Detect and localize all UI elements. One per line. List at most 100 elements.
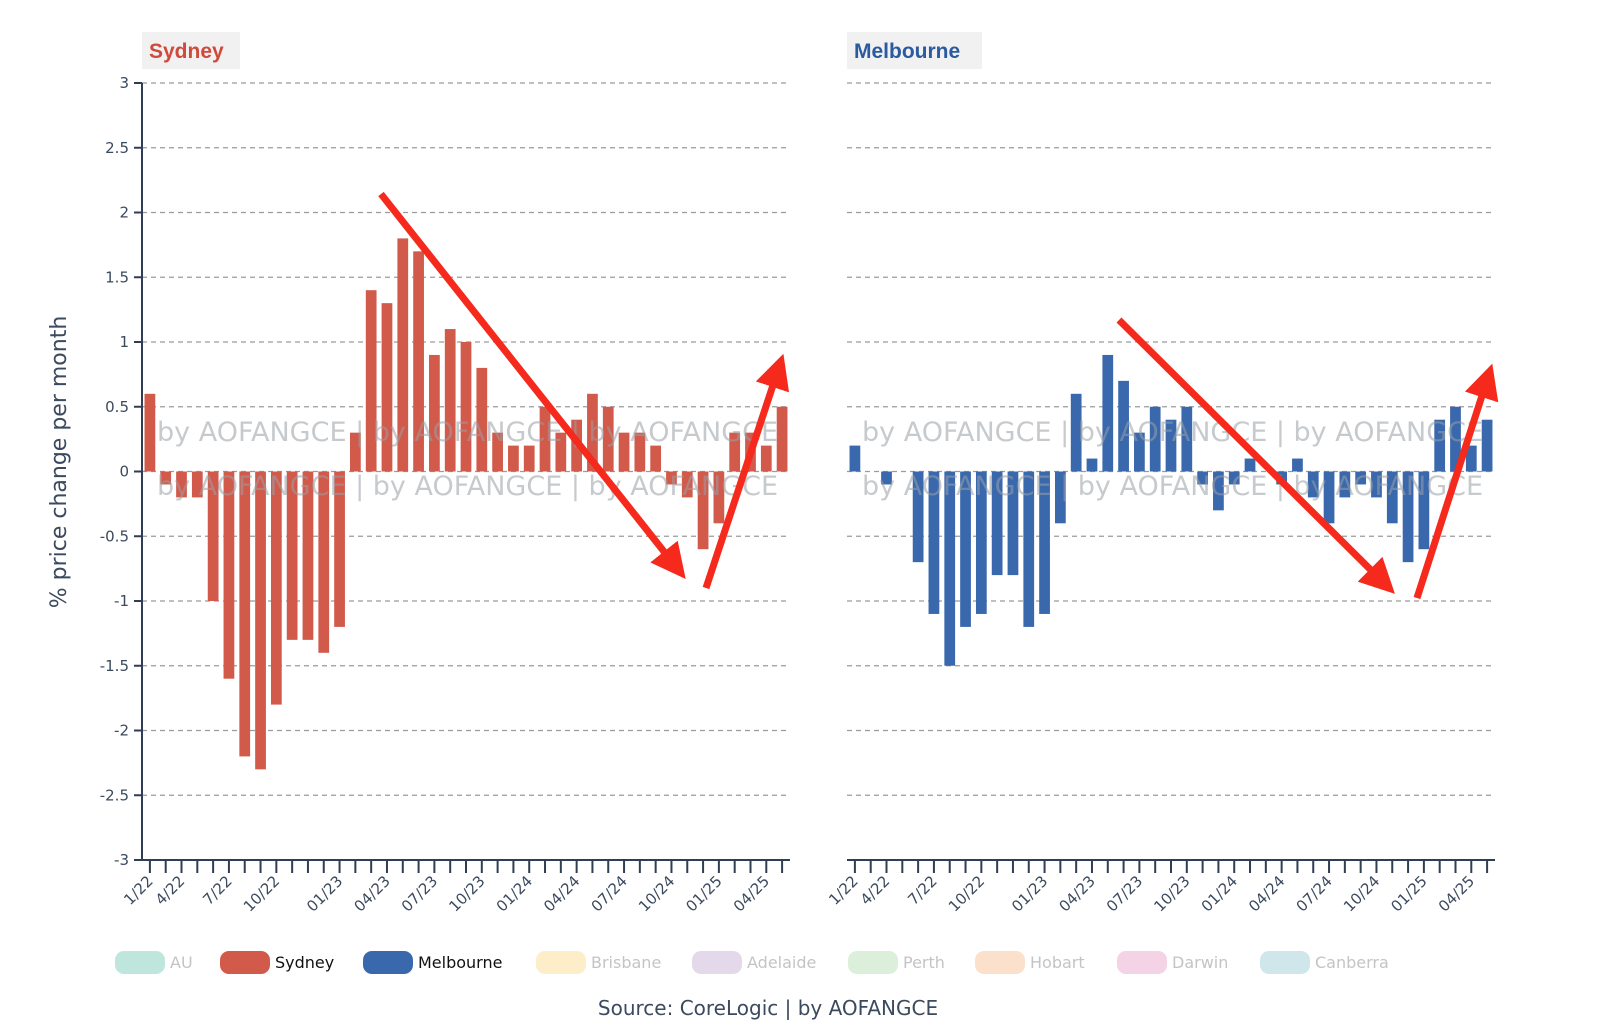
bar xyxy=(1292,458,1303,472)
bar xyxy=(413,251,424,472)
y-tick-label: 3 xyxy=(119,74,129,92)
legend-swatch xyxy=(363,951,413,974)
legend-label: AU xyxy=(170,953,193,972)
bar xyxy=(176,471,187,498)
legend-item[interactable]: Adelaide xyxy=(692,951,816,974)
bar xyxy=(302,471,314,640)
legend-item[interactable]: Canberra xyxy=(1260,951,1389,974)
bar xyxy=(444,329,456,472)
legend-label: Brisbane xyxy=(591,953,661,972)
watermark-line-1: by AOFANGCE | by AOFANGCE | by AOFANGCE xyxy=(862,417,1483,448)
bar xyxy=(1213,471,1224,511)
arrow-up-sydney xyxy=(702,353,790,590)
y-tick-label: -1 xyxy=(114,592,129,610)
bar xyxy=(1465,445,1477,472)
bar xyxy=(1039,471,1050,614)
bar xyxy=(1323,471,1335,524)
bar xyxy=(523,445,535,472)
bar xyxy=(223,471,235,679)
arrow-down-sydney xyxy=(378,191,686,579)
bar xyxy=(1197,471,1208,485)
bar xyxy=(912,471,924,563)
bar xyxy=(1165,419,1177,472)
arrow-down-melbourne xyxy=(1116,317,1395,594)
x-tick-label: 10/23 xyxy=(445,872,488,915)
x-axis: 1/224/22 7/22 10/22 01/23 04/23 07/23 10/23 01/… xyxy=(825,859,1495,915)
legend-swatch xyxy=(848,951,898,974)
legend-item[interactable]: Sydney xyxy=(220,951,334,974)
x-tick-label: 07/24 xyxy=(1293,872,1336,915)
watermark-group: by AOFANGCE | by AOFANGCE | by AOFANGCE … xyxy=(157,417,778,502)
bar xyxy=(381,303,393,472)
y-tick-label: 0.5 xyxy=(105,398,129,416)
x-tick-label: 1/22 xyxy=(825,872,862,909)
arrow-up-melbourne xyxy=(1413,363,1499,600)
bar xyxy=(1086,458,1098,472)
legend-label: Adelaide xyxy=(747,953,816,972)
panel-melbourne: Melbourne 1/224/22 7/22 10/22 01/23 04/23 07/… xyxy=(825,32,1495,915)
bar xyxy=(1228,471,1240,485)
legend-item[interactable]: Melbourne xyxy=(363,951,502,974)
x-tick-label: 04/23 xyxy=(1056,872,1099,915)
watermark-line-2: by AOFANGCE | by AOFANGCE | by AOFANGCE xyxy=(157,471,778,502)
x-tick-label: 07/23 xyxy=(398,872,441,915)
legend-item[interactable]: Hobart xyxy=(975,951,1085,974)
panel-title-melbourne: Melbourne xyxy=(854,40,960,63)
legend-swatch xyxy=(1117,951,1167,974)
panel-title-background xyxy=(142,32,240,69)
bar xyxy=(975,471,987,614)
legend-item[interactable]: Brisbane xyxy=(536,951,661,974)
bar xyxy=(1481,419,1493,472)
legend-label: Canberra xyxy=(1315,953,1389,972)
x-tick-label: 01/25 xyxy=(682,872,725,915)
legend-item[interactable]: AU xyxy=(115,951,193,974)
annotation-arrows xyxy=(378,191,1499,600)
legend-swatch xyxy=(1260,951,1310,974)
bar xyxy=(207,471,219,601)
x-tick-label: 4/22 xyxy=(152,872,189,909)
bar xyxy=(318,471,330,653)
legend: AU Sydney Melbourne Brisbane Adelaide Perth Ho… xyxy=(115,951,1389,974)
x-tick-label: 10/23 xyxy=(1150,872,1193,915)
bar xyxy=(555,432,567,472)
x-tick-label: 01/24 xyxy=(493,872,536,915)
legend-swatch xyxy=(220,951,270,974)
bar xyxy=(334,471,345,627)
bar xyxy=(255,471,266,770)
x-tick-label: 10/22 xyxy=(945,872,988,915)
legend-swatch xyxy=(115,951,165,974)
x-axis: 1/224/22 7/22 10/22 01/23 04/23 07/23 10/23 01/… xyxy=(120,859,790,915)
legend-swatch xyxy=(692,951,742,974)
x-tick-label: 01/24 xyxy=(1198,872,1241,915)
bar xyxy=(1355,471,1367,485)
bar xyxy=(650,445,662,472)
y-tick-label: 1.5 xyxy=(105,268,129,286)
bar xyxy=(1244,458,1256,472)
bar xyxy=(191,471,203,498)
bar xyxy=(1149,406,1161,472)
bar xyxy=(1102,354,1114,472)
x-tick-label: 04/25 xyxy=(1435,872,1478,915)
bar xyxy=(849,445,861,472)
bar xyxy=(666,471,677,485)
bars-sydney xyxy=(144,238,788,770)
legend-item[interactable]: Darwin xyxy=(1117,951,1228,974)
watermark-line-1: by AOFANGCE | by AOFANGCE | by AOFANGCE xyxy=(157,417,778,448)
bar xyxy=(1402,471,1414,563)
x-tick-label: 10/24 xyxy=(1340,872,1383,915)
bar xyxy=(365,290,377,472)
y-tick-label: -0.5 xyxy=(100,527,129,545)
bar xyxy=(144,393,156,472)
x-tick-label: 07/24 xyxy=(588,872,631,915)
bar xyxy=(928,471,940,614)
panel-title-background xyxy=(847,32,982,69)
bar xyxy=(1450,406,1461,472)
x-tick-label: 10/24 xyxy=(635,872,678,915)
y-axis: 3 2.5 2 1.5 1 0.5 0 -0.5 -1 -1.5 -2 -2.5 -3 xyxy=(100,74,143,869)
bar xyxy=(881,471,892,485)
bar xyxy=(1181,406,1193,472)
panel-title-sydney: Sydney xyxy=(149,40,224,63)
legend-swatch xyxy=(536,951,586,974)
legend-item[interactable]: Perth xyxy=(848,951,945,974)
